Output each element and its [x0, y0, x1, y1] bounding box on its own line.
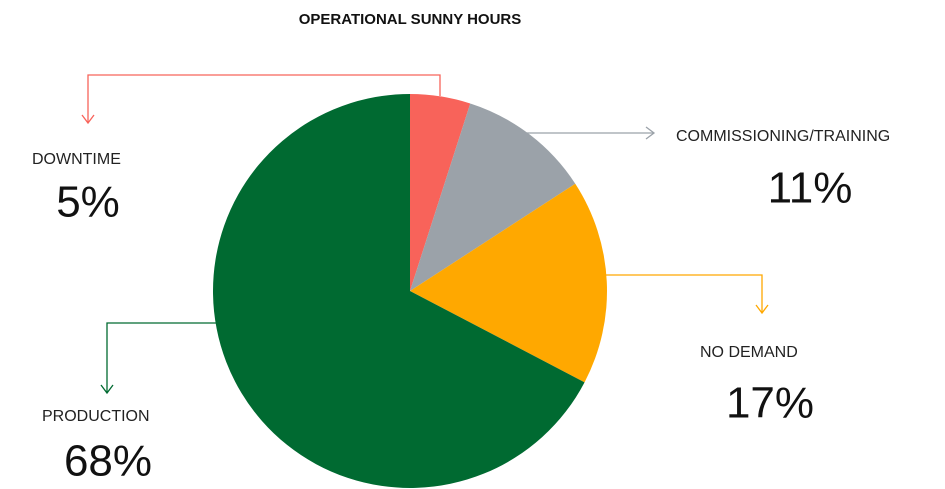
- slice-value-label: 11%: [768, 164, 853, 213]
- connectors: [81, 74, 769, 395]
- slice-value-label: 17%: [726, 379, 814, 428]
- slice-value-label: 68%: [64, 437, 152, 486]
- slice-name: DOWNTIME: [32, 151, 121, 168]
- arrow-head: [100, 384, 114, 395]
- slice-name: COMMISSIONING/TRAINING: [676, 128, 890, 145]
- slice-name: NO DEMAND: [700, 344, 798, 361]
- connector: [87, 74, 441, 122]
- connector: [106, 322, 216, 392]
- slice-value-label: 5%: [56, 178, 120, 227]
- pie-slice: [410, 183, 607, 383]
- arrow-head: [645, 126, 656, 140]
- slice-name: PRODUCTION: [42, 408, 150, 425]
- pie-slice: [410, 94, 471, 291]
- chart-title: OPERATIONAL SUNNY HOURS: [299, 11, 522, 28]
- connector: [604, 274, 763, 312]
- pie-slice: [410, 103, 576, 291]
- arrow-head: [81, 114, 95, 125]
- pie-slice: [212, 94, 585, 489]
- arrow-head: [755, 304, 769, 315]
